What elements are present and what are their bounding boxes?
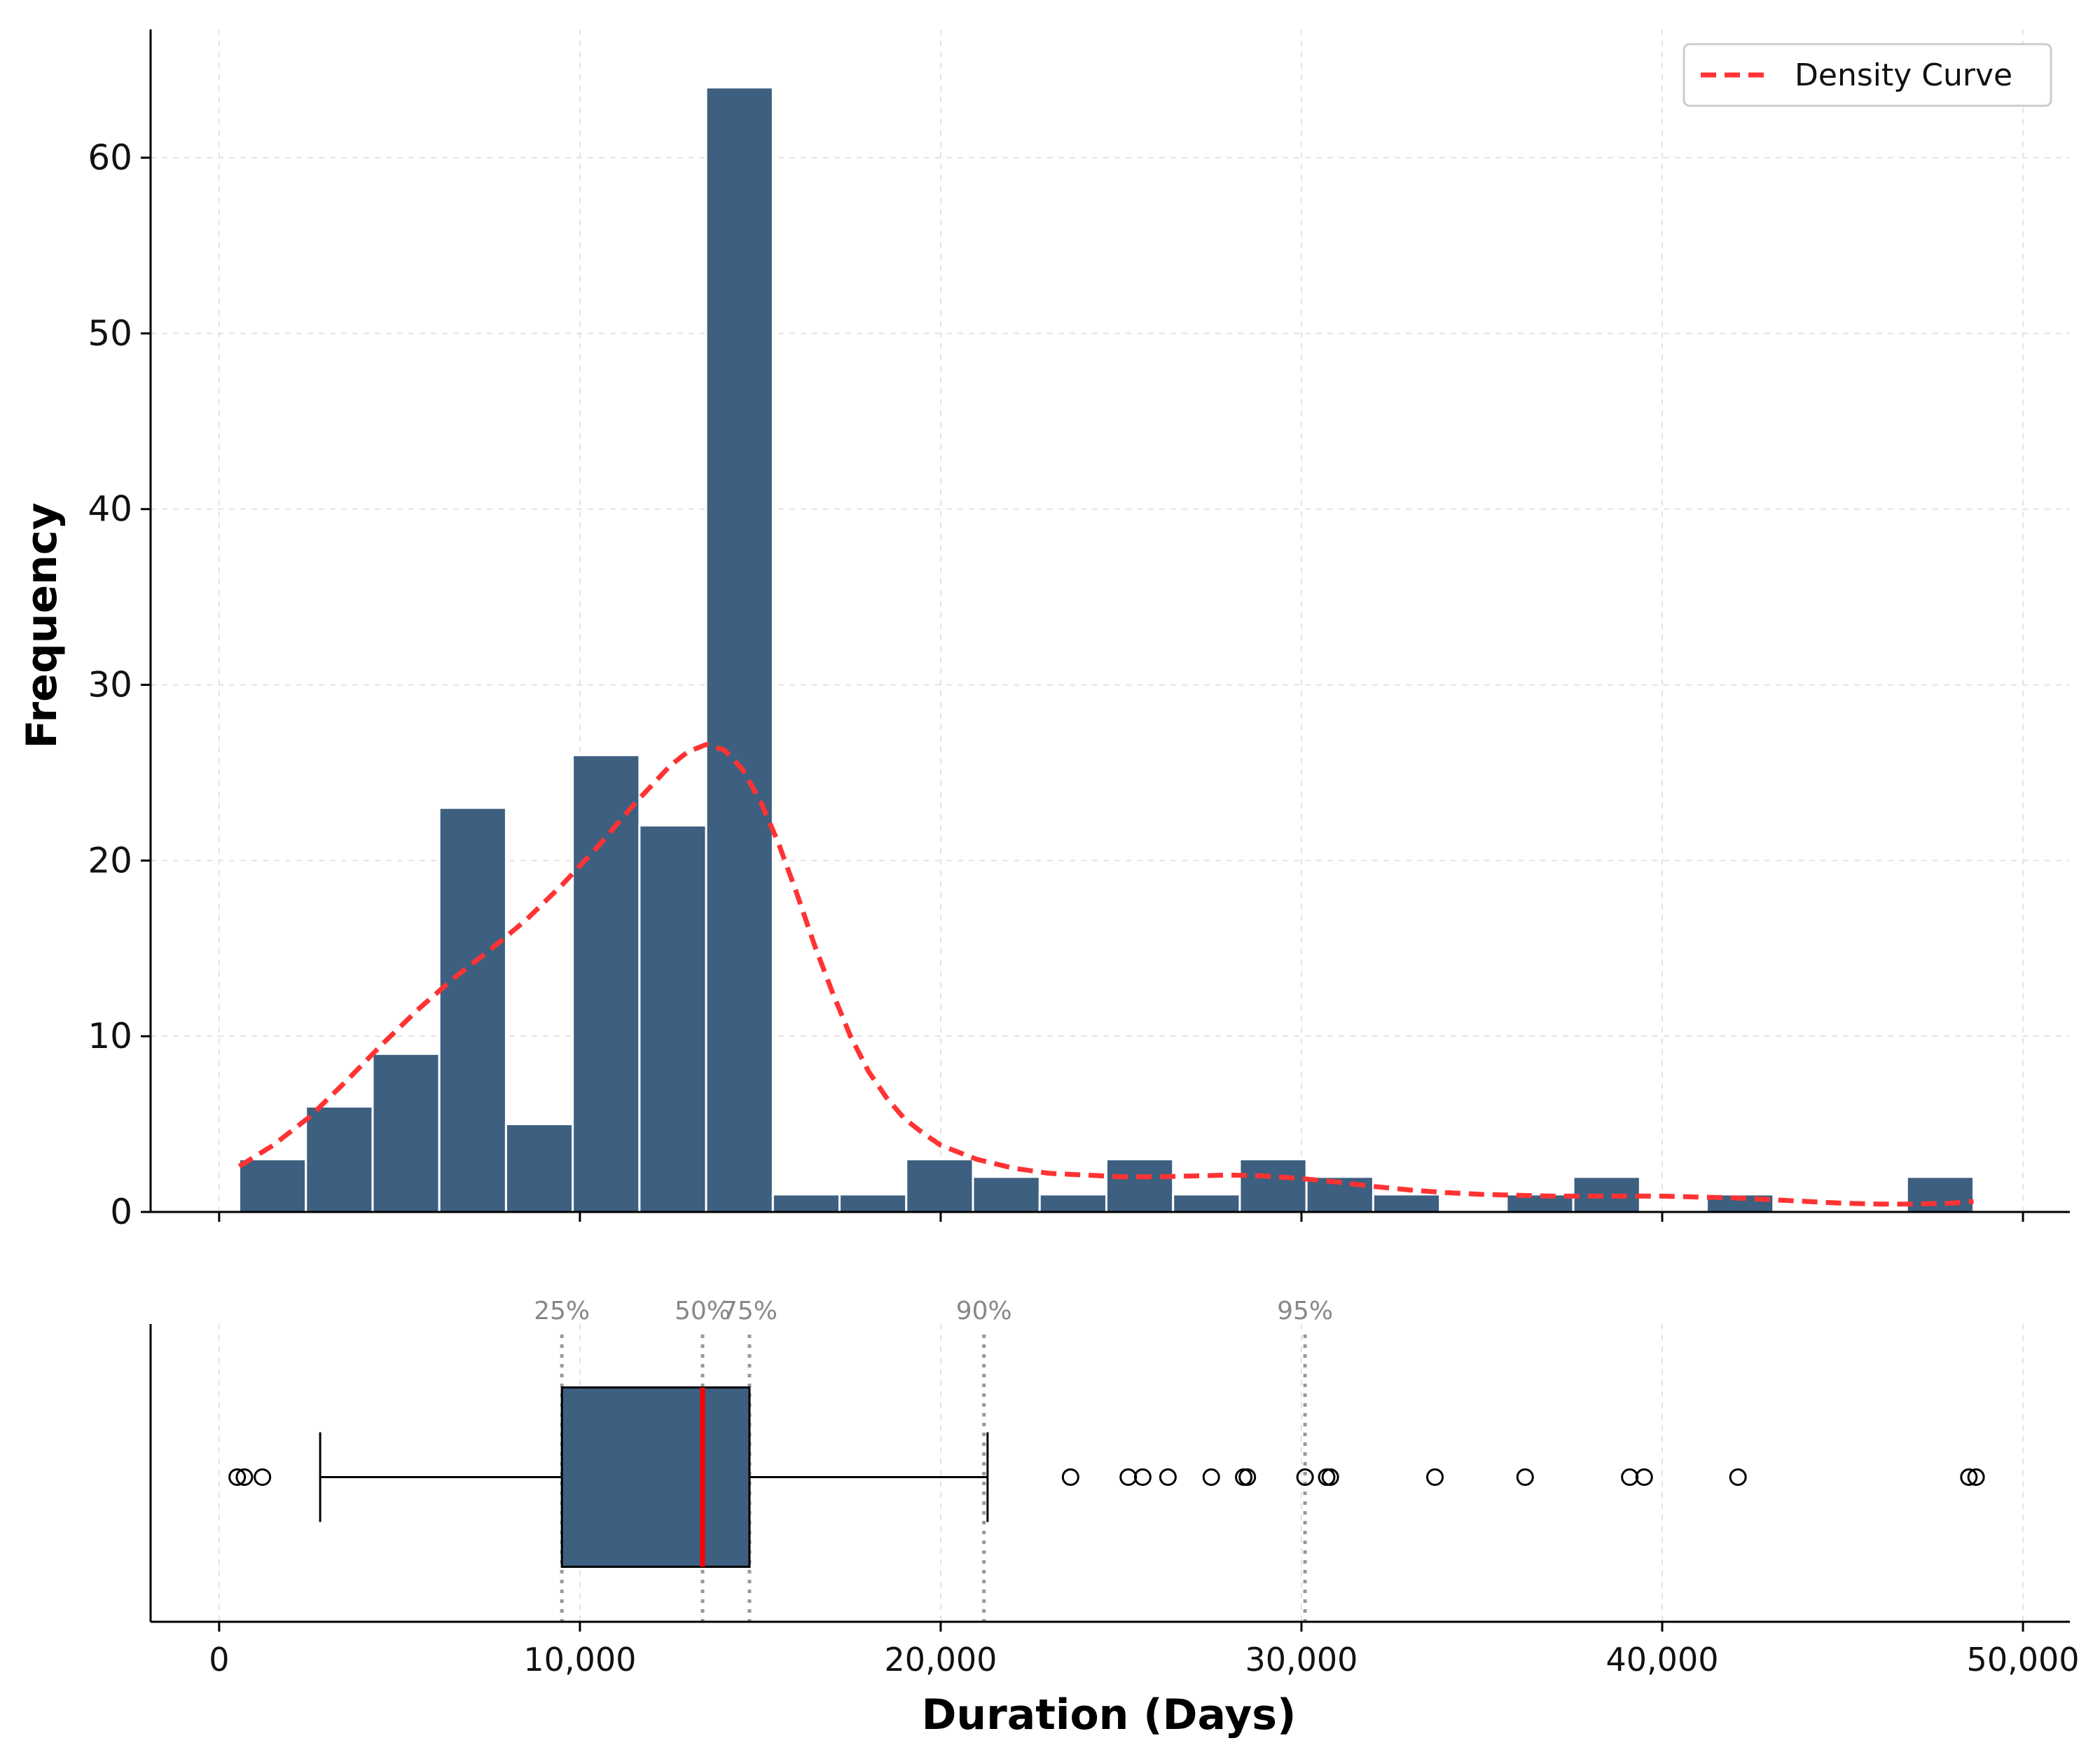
boxplot-box (560, 1386, 751, 1568)
outlier-point (1235, 1468, 1253, 1486)
percentile-label: 25% (534, 1297, 590, 1325)
histogram-bar (972, 1176, 1041, 1213)
histogram-bar (237, 1158, 308, 1213)
outlier-point (1426, 1468, 1444, 1486)
y-tick-label: 40 (88, 489, 132, 530)
outlier-point (235, 1468, 254, 1486)
outlier-point (1621, 1468, 1639, 1486)
outlier-point (1960, 1468, 1978, 1486)
x-tick-label: 40,000 (1606, 1641, 1719, 1679)
outlier-point (1967, 1468, 1985, 1486)
percentile-label: 95% (1277, 1297, 1333, 1325)
histogram-bar (504, 1123, 574, 1213)
histogram-bars (237, 86, 1975, 1213)
outlier-point (1202, 1468, 1220, 1486)
x-axis-title: Duration (Days) (922, 1690, 1297, 1739)
outlier-point (1516, 1468, 1534, 1486)
histogram-bar (1905, 1176, 1975, 1213)
outlier-point (1635, 1468, 1653, 1486)
outlier-point (1321, 1468, 1339, 1486)
outlier-point (1061, 1468, 1079, 1486)
histogram-bar (1105, 1158, 1175, 1213)
legend-label-density: Density Curve (1795, 57, 2012, 93)
x-tick-label: 10,000 (523, 1641, 636, 1679)
histogram-bar (1372, 1193, 1442, 1213)
legend: Density Curve (1683, 43, 2052, 107)
boxplot-layer: 25% 50%75% 90% 95% (228, 1297, 1985, 1622)
histogram-bar (1572, 1176, 1641, 1213)
percentile-label: 90% (956, 1297, 1012, 1325)
histogram-bar (1238, 1158, 1308, 1213)
histogram-bar (771, 1193, 841, 1213)
histogram-bar (905, 1158, 974, 1213)
legend-frame (1683, 43, 2052, 107)
y-tick-label: 20 (88, 840, 132, 881)
percentile-label: 75% (721, 1297, 778, 1325)
percentile-label: 50% (675, 1297, 731, 1325)
x-tick-label: 50,000 (1967, 1641, 2080, 1679)
y-tick-label: 60 (88, 137, 132, 178)
histogram-bar (305, 1105, 374, 1213)
histogram-bar (371, 1052, 441, 1213)
boxplot-grid (218, 1324, 2024, 1622)
histogram-bar (572, 754, 641, 1213)
histogram-bar (1038, 1193, 1107, 1213)
y-tick-label: 0 (110, 1192, 132, 1232)
boxplot-axes: 0 10,000 20,000 30,000 40,000 50,000 (149, 1324, 2080, 1679)
outlier-point (254, 1468, 272, 1486)
density-curve (237, 742, 1974, 1207)
outlier-point (1133, 1468, 1152, 1486)
density-curve-layer (237, 742, 1974, 1207)
x-tick-label: 0 (209, 1641, 229, 1679)
histogram-bar (1172, 1193, 1241, 1213)
histogram-bar (638, 824, 707, 1213)
histogram-axes: 0 10 20 30 40 50 60 (88, 29, 2070, 1232)
outlier-point (1238, 1468, 1257, 1486)
histogram-bar (705, 86, 774, 1213)
y-tick-label: 10 (88, 1016, 132, 1056)
y-tick-label: 50 (88, 313, 132, 354)
outlier-point (228, 1468, 247, 1486)
outlier-point (1159, 1468, 1177, 1486)
outlier-point (1318, 1468, 1336, 1486)
outlier-point (1729, 1468, 1747, 1486)
outlier-point (1296, 1468, 1314, 1486)
x-tick-label: 20,000 (884, 1641, 997, 1679)
histogram-bar (838, 1193, 908, 1213)
y-axis-title: Frequency (18, 502, 67, 748)
histogram-bar (438, 806, 507, 1213)
outlier-point (1119, 1468, 1138, 1486)
y-tick-label: 30 (88, 665, 132, 705)
x-tick-label: 30,000 (1245, 1641, 1358, 1679)
